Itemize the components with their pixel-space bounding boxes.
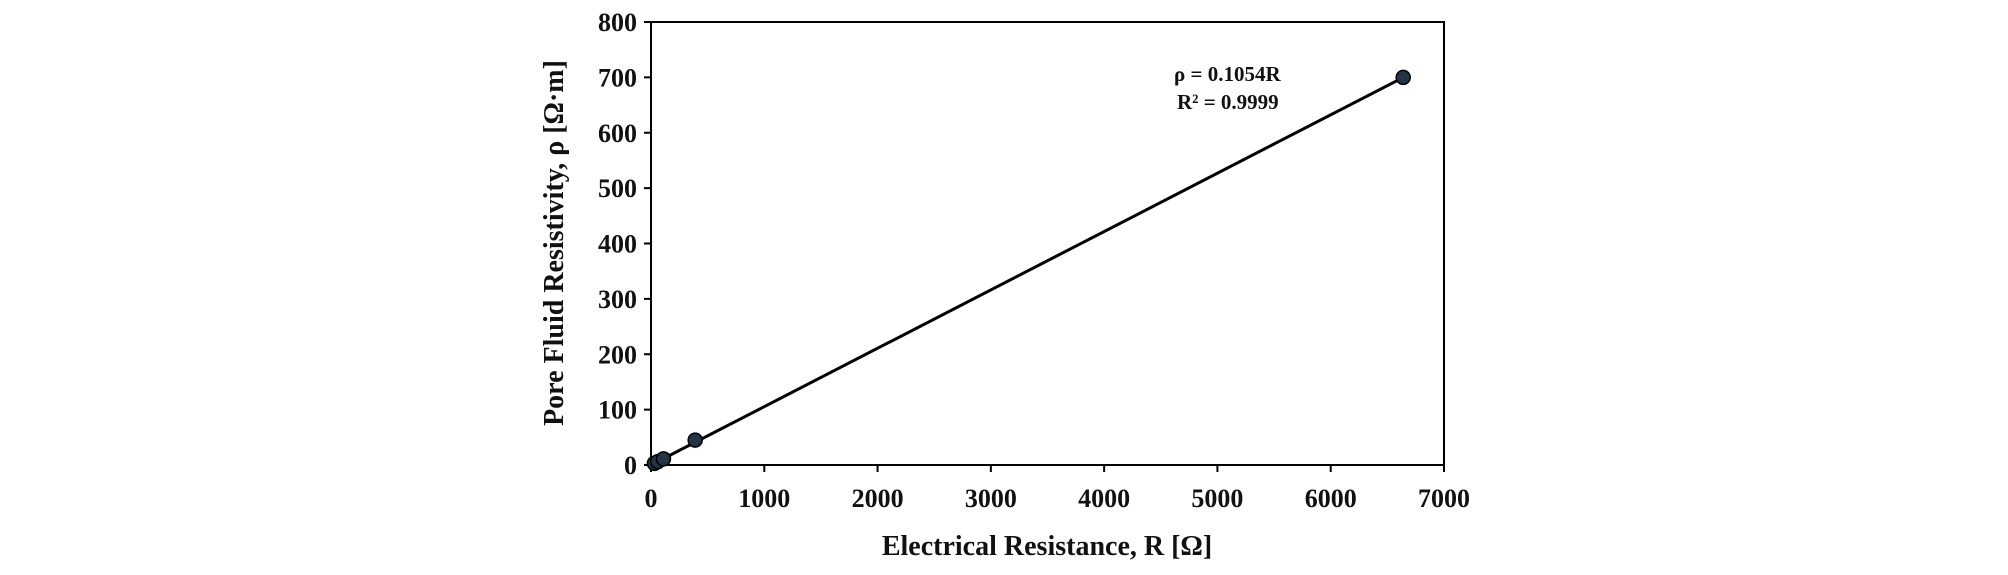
equation-annotation: ρ = 0.1054R: [1174, 62, 1281, 86]
data-point-2: [655, 451, 672, 467]
y-tick-label-8: 800: [598, 8, 637, 37]
x-tick-label-6: 6000: [1305, 484, 1357, 513]
x-tick-label-7: 7000: [1418, 484, 1470, 513]
x-axis-ticks: 0 1000 2000 3000 4000 5000 6000 7000: [645, 465, 1470, 513]
x-tick-label-1: 1000: [738, 484, 790, 513]
r-squared-annotation: R² = 0.9999: [1177, 90, 1279, 114]
y-tick-label-7: 700: [598, 63, 637, 92]
y-tick-label-2: 200: [598, 340, 637, 369]
plot-area-frame: [650, 21, 1445, 466]
y-tick-label-5: 500: [598, 174, 637, 203]
x-tick-label-2: 2000: [852, 484, 904, 513]
x-axis-title: Electrical Resistance, R [Ω]: [882, 531, 1212, 562]
y-tick-label-0: 0: [624, 451, 637, 480]
x-tick-label-3: 3000: [965, 484, 1017, 513]
y-tick-label-1: 100: [598, 396, 637, 425]
data-point-4: [1395, 69, 1411, 86]
data-point-3: [687, 432, 703, 448]
y-axis-title: Pore Fluid Resistivity, ρ [Ω·m]: [539, 60, 570, 426]
y-tick-label-4: 400: [598, 230, 637, 259]
data-points: [646, 69, 1411, 472]
y-tick-label-3: 300: [598, 285, 637, 314]
x-tick-label-4: 4000: [1078, 484, 1130, 513]
x-tick-label-0: 0: [645, 484, 658, 513]
x-tick-label-5: 5000: [1191, 484, 1243, 513]
trendline: [650, 76, 1404, 467]
y-axis-ticks: 0 100 200 300 400 500 600 700 800: [598, 8, 651, 480]
y-tick-label-6: 600: [598, 119, 637, 148]
